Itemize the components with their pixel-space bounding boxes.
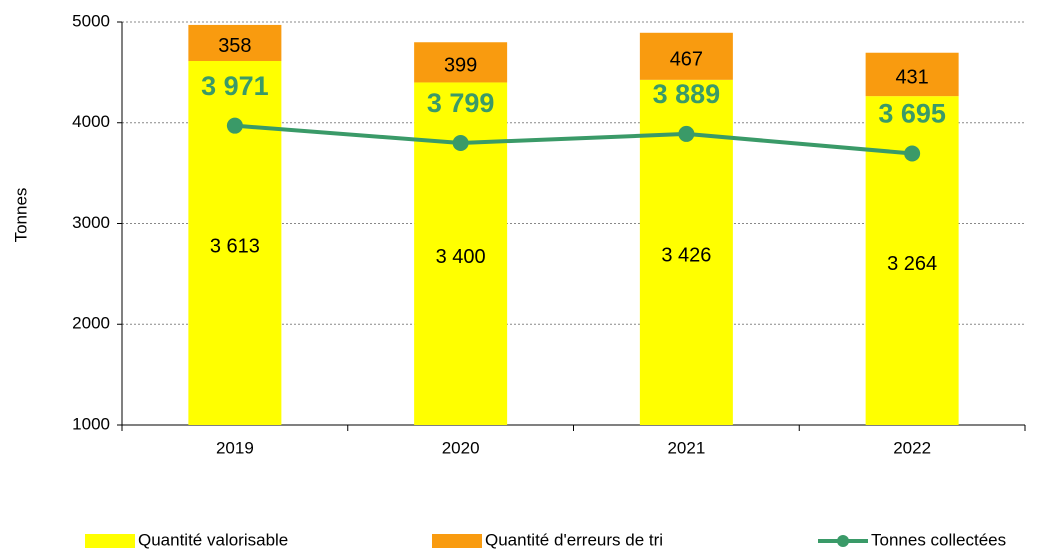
bar-value-label: 358 (218, 35, 251, 57)
line-value-label: 3 971 (201, 71, 269, 101)
x-tick-label: 2020 (442, 438, 480, 457)
x-tick-label: 2019 (216, 438, 254, 457)
bar (414, 42, 508, 83)
bar-value-label: 467 (670, 49, 703, 71)
bar (639, 32, 733, 80)
y-tick-label: 1000 (72, 414, 110, 433)
legend-label: Quantité d'erreurs de tri (485, 530, 663, 549)
legend-label: Quantité valorisable (138, 530, 288, 549)
y-axis-label: Tonnes (11, 188, 30, 243)
line-value-label: 3 799 (427, 88, 495, 118)
legend-label: Tonnes collectées (871, 530, 1006, 549)
x-tick-label: 2022 (893, 438, 931, 457)
bar (188, 24, 282, 61)
bar-value-label: 399 (444, 55, 477, 77)
legend-swatch (432, 534, 482, 548)
bar-value-label: 3 264 (887, 253, 937, 275)
line-value-label: 3 695 (878, 99, 946, 129)
bar-value-label: 3 613 (210, 235, 260, 257)
y-tick-label: 3000 (72, 213, 110, 232)
line-point (226, 117, 243, 134)
bar (865, 52, 959, 97)
legend-swatch (85, 534, 135, 548)
x-tick-label: 2021 (667, 438, 705, 457)
bar-value-label: 3 426 (661, 245, 711, 267)
bar-value-label: 431 (895, 67, 928, 89)
line-point (904, 145, 921, 162)
y-tick-label: 4000 (72, 112, 110, 131)
legend-swatch (837, 535, 849, 547)
y-tick-label: 2000 (72, 314, 110, 333)
y-tick-label: 5000 (72, 11, 110, 30)
line-point (452, 135, 469, 152)
line (234, 123, 913, 156)
line-value-label: 3 889 (653, 79, 721, 109)
line-point (678, 125, 695, 142)
bar-value-label: 3 400 (436, 246, 486, 268)
